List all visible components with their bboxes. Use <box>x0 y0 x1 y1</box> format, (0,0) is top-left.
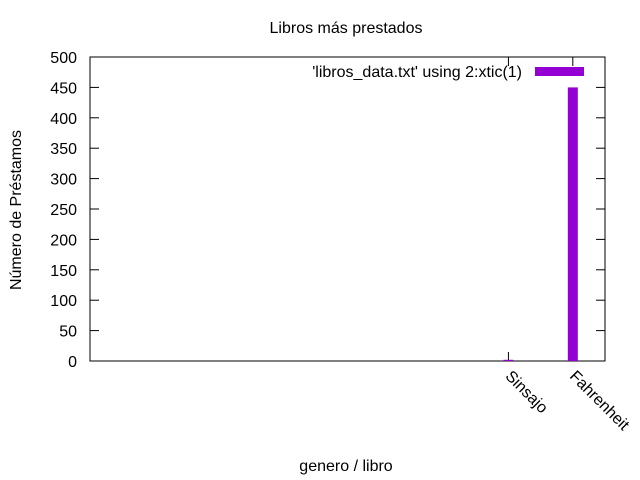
y-tick-label: 250 <box>50 202 77 219</box>
y-tick-label: 300 <box>50 172 77 189</box>
y-tick-label: 350 <box>50 141 77 158</box>
y-tick-label: 400 <box>50 111 77 128</box>
y-tick-label: 50 <box>59 324 77 341</box>
bar <box>567 87 578 362</box>
y-tick-label: 500 <box>50 50 77 67</box>
x-tick-label: Sinsajo <box>502 368 551 417</box>
chart-title: Libros más prestados <box>270 20 423 37</box>
y-tick-label: 450 <box>50 80 77 97</box>
legend-swatch <box>535 67 584 76</box>
legend: 'libros_data.txt' using 2:xtic(1) <box>312 64 584 81</box>
bar <box>503 359 514 361</box>
y-tick-label: 150 <box>50 263 77 280</box>
y-tick-label: 0 <box>68 354 77 371</box>
y-tick-label: 100 <box>50 293 77 310</box>
x-tick-label: Fahrenheit <box>566 368 633 435</box>
y-axis-label: Número de Préstamos <box>8 130 25 290</box>
x-axis-label: genero / libro <box>299 458 392 475</box>
legend-entry-label: 'libros_data.txt' using 2:xtic(1) <box>312 64 522 81</box>
plot-frame <box>89 56 606 362</box>
y-tick-label: 200 <box>50 232 77 249</box>
